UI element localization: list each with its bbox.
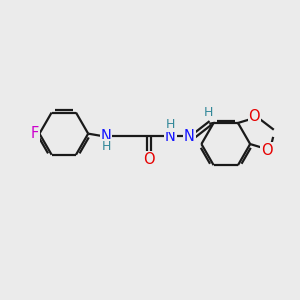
Text: N: N [100, 128, 111, 143]
Text: H: H [102, 140, 112, 153]
Text: H: H [204, 106, 214, 119]
Text: O: O [143, 152, 154, 167]
Text: O: O [248, 109, 260, 124]
Text: N: N [184, 128, 195, 143]
Text: N: N [165, 128, 176, 143]
Text: O: O [261, 143, 272, 158]
Text: H: H [166, 118, 175, 131]
Text: F: F [31, 126, 39, 141]
